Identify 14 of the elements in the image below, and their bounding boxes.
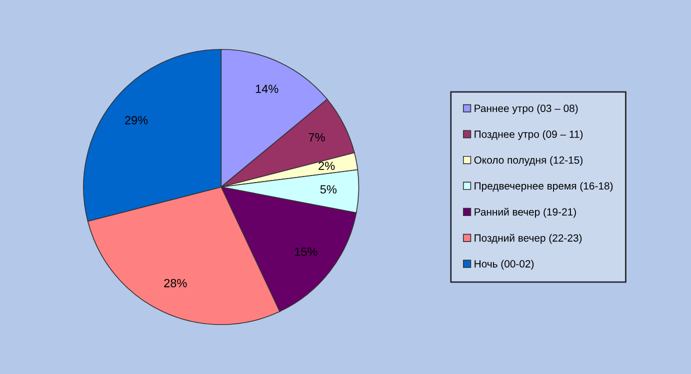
- legend-label: Позднее утро (09 – 11): [474, 130, 583, 140]
- data-label: 14%: [256, 84, 278, 93]
- data-label: 28%: [164, 278, 187, 288]
- legend-label: Предвечернее время (16-18): [474, 182, 613, 192]
- data-label: 15%: [295, 248, 318, 256]
- data-label: 29%: [125, 116, 148, 124]
- data-label: 2%: [318, 162, 335, 170]
- legend-label: Раннее утро (03 – 08): [474, 104, 578, 114]
- legend-label: Ранний вечер (19-21): [474, 208, 576, 218]
- data-label: 7%: [308, 133, 325, 142]
- legend-label: Около полудня (12-15): [474, 156, 582, 166]
- legend-label: Ночь (00-02): [474, 260, 534, 270]
- legend-label: Поздний вечер (22-23): [474, 234, 582, 244]
- data-label: 5%: [320, 185, 337, 194]
